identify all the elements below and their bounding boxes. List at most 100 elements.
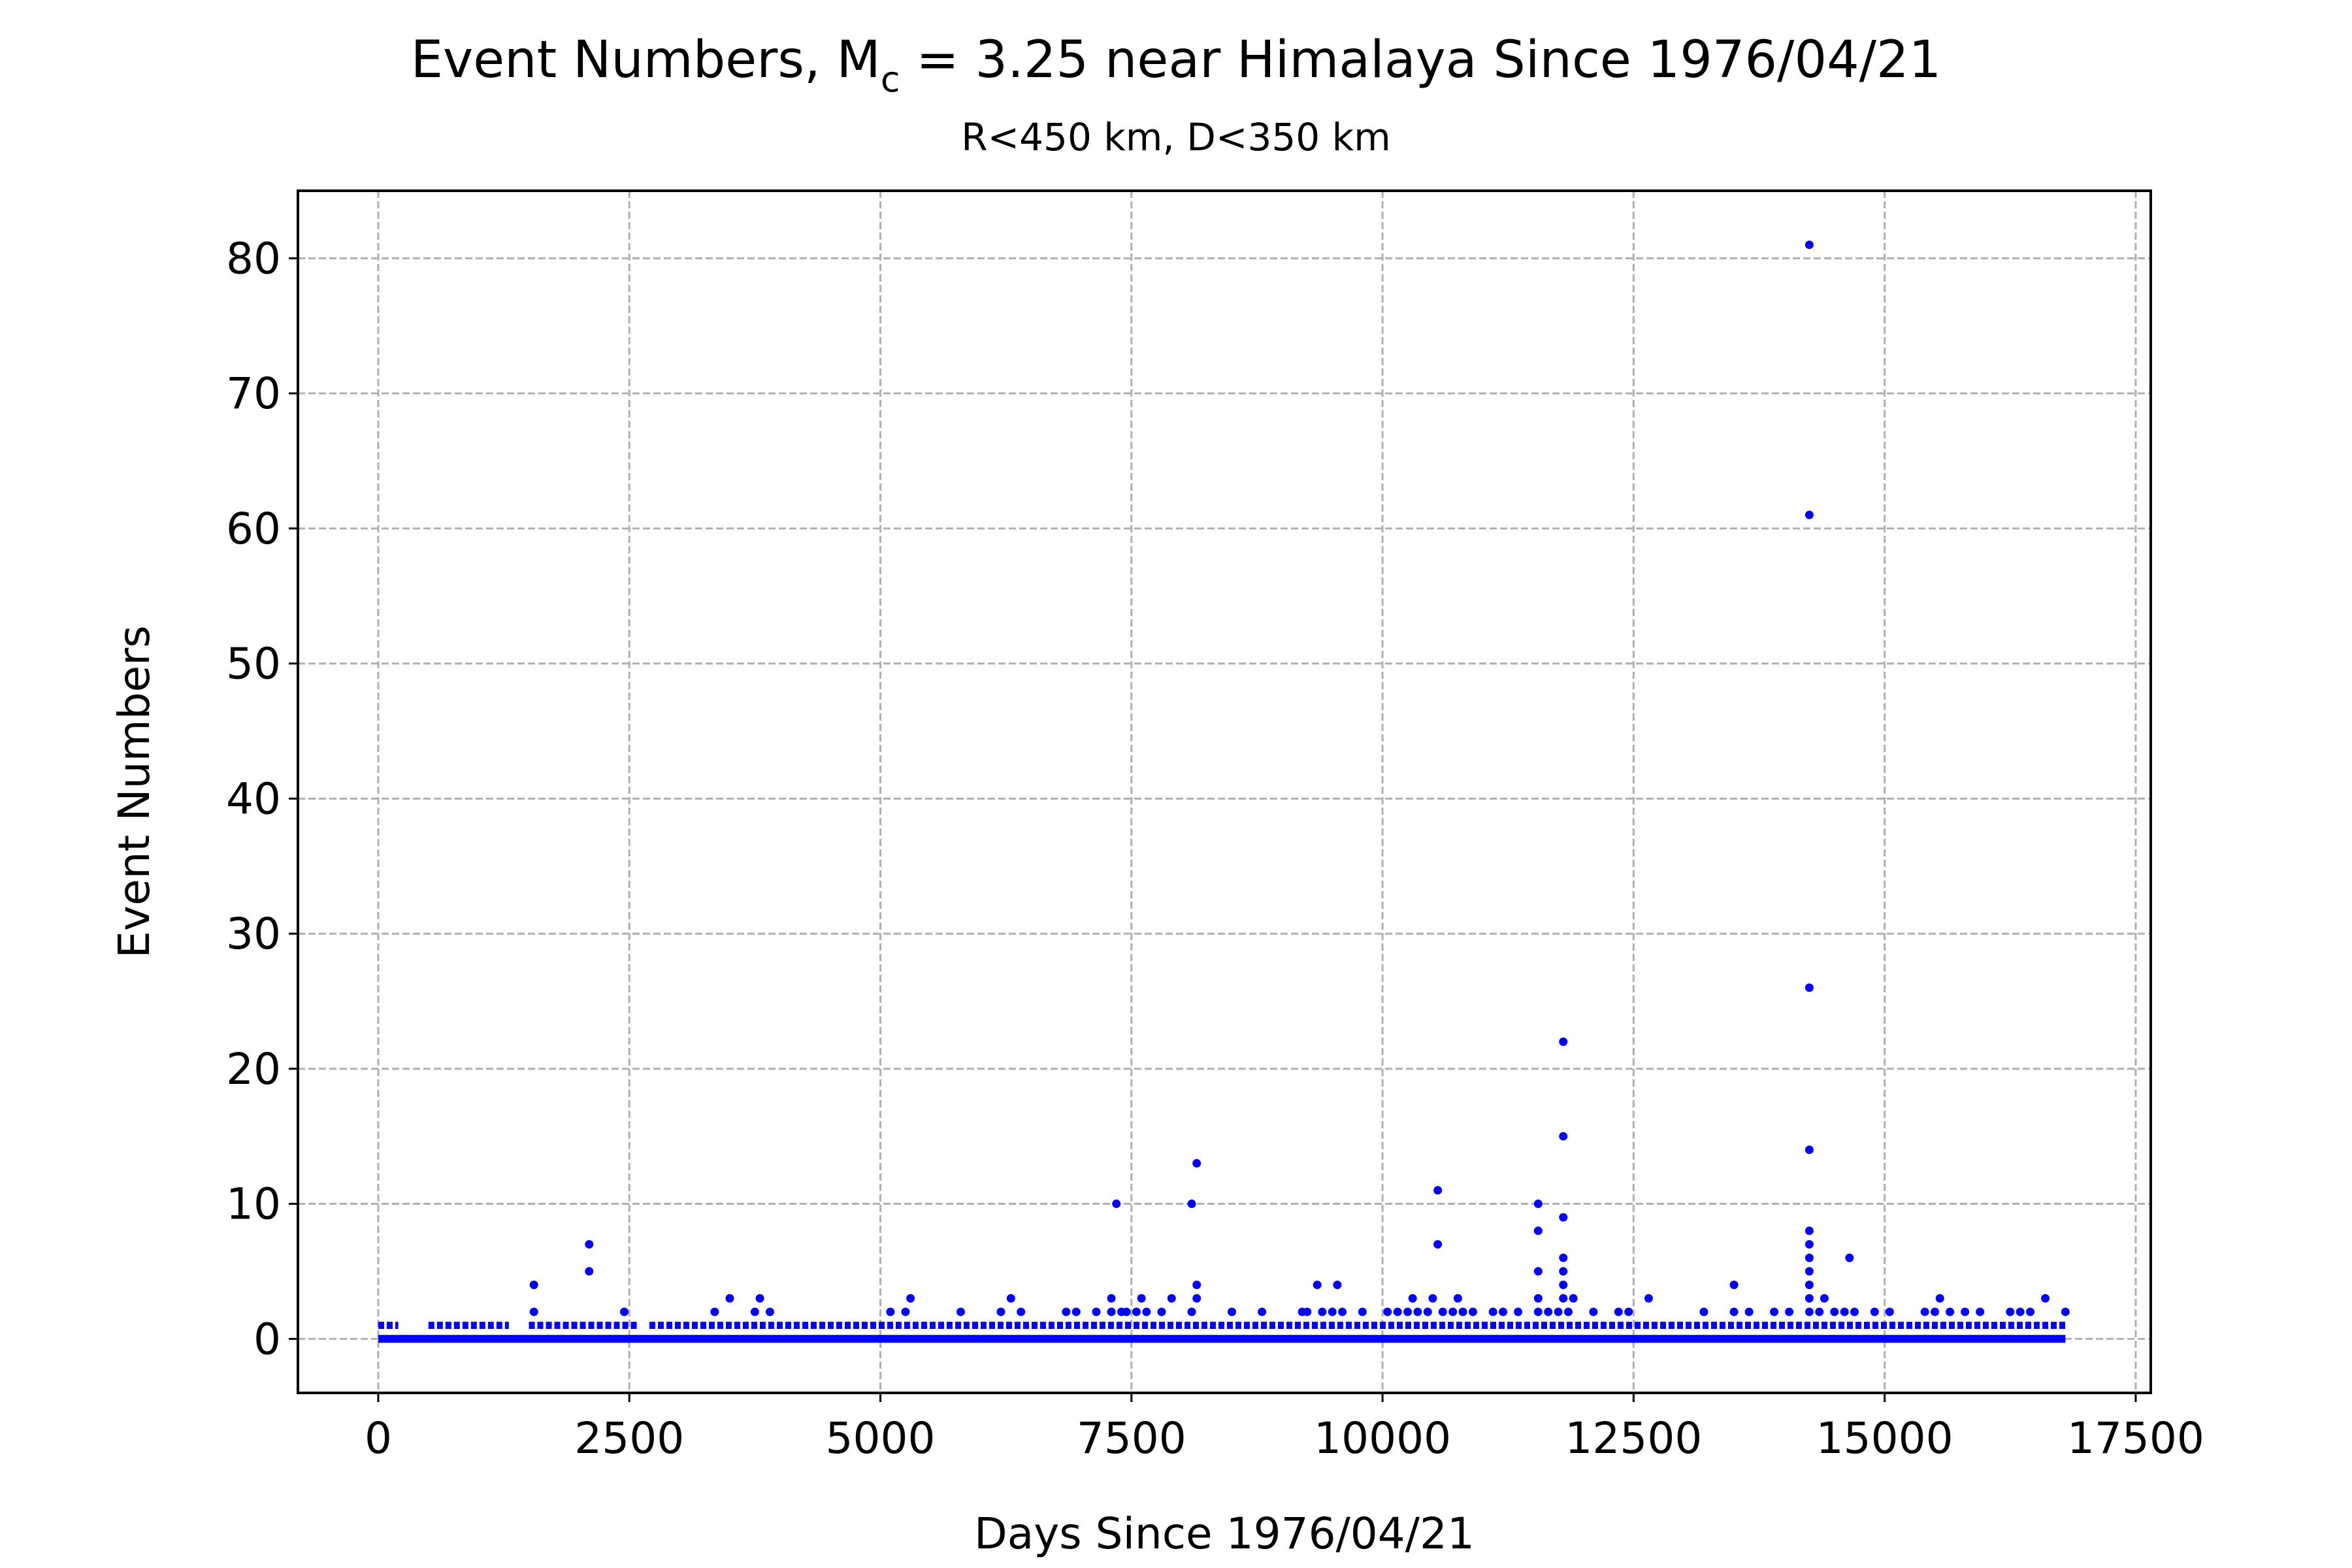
data-point-95 <box>1805 1145 1814 1154</box>
data-point-81 <box>1644 1294 1653 1303</box>
x-tick-label-1: 2500 <box>574 1413 684 1463</box>
data-point-27 <box>1142 1307 1151 1316</box>
data-point-5 <box>710 1307 719 1316</box>
x-tick-label-7: 17500 <box>2067 1413 2204 1463</box>
data-point-71 <box>1559 1267 1568 1276</box>
data-point-21 <box>1107 1294 1116 1303</box>
data-point-66 <box>1533 1200 1543 1209</box>
data-point-51 <box>1428 1294 1437 1303</box>
grid-lines <box>298 191 2151 1393</box>
data-point-0 <box>529 1307 538 1316</box>
data-point-88 <box>1805 1307 1814 1316</box>
data-point-34 <box>1192 1159 1201 1168</box>
y-tick-label-1: 10 <box>226 1179 281 1230</box>
data-point-48 <box>1408 1294 1417 1303</box>
x-tick-label-0: 0 <box>365 1413 392 1463</box>
x-tick-label-5: 12500 <box>1565 1413 1702 1463</box>
y-axis-ticks: 0 10 20 30 40 50 60 70 80 <box>226 233 298 1364</box>
data-point-40 <box>1318 1307 1327 1316</box>
data-point-75 <box>1559 1037 1568 1046</box>
x-axis-label: Days Since 1976/04/21 <box>974 1509 1475 1559</box>
data-point-105 <box>1870 1307 1879 1316</box>
data-point-74 <box>1559 1132 1568 1141</box>
data-point-78 <box>1589 1307 1598 1316</box>
data-point-26 <box>1137 1294 1146 1303</box>
chart-title: Event Numbers, Mc = 3.25 near Himalaya S… <box>411 31 1941 100</box>
data-point-114 <box>2016 1307 2025 1316</box>
data-point-54 <box>1438 1307 1447 1316</box>
y-tick-label-3: 30 <box>226 909 281 959</box>
y-tick-label-8: 80 <box>226 233 281 284</box>
x-axis-ticks: 0 2500 5000 7500 10000 12500 15000 17500 <box>365 1393 2204 1463</box>
data-point-93 <box>1805 1240 1814 1249</box>
data-point-85 <box>1744 1307 1754 1316</box>
data-point-19 <box>1092 1307 1101 1316</box>
plot-frame <box>297 189 2152 1394</box>
data-point-15 <box>1006 1294 1015 1303</box>
data-point-73 <box>1559 1213 1568 1222</box>
data-point-49 <box>1413 1307 1422 1316</box>
data-point-36 <box>1258 1307 1267 1316</box>
data-point-72 <box>1559 1253 1568 1262</box>
y-tick-label-7: 70 <box>226 368 281 419</box>
data-point-16 <box>1017 1307 1026 1316</box>
data-point-109 <box>1935 1294 1944 1303</box>
data-point-91 <box>1805 1267 1814 1276</box>
data-point-106 <box>1885 1307 1894 1316</box>
data-point-28 <box>1157 1307 1166 1316</box>
data-point-41 <box>1328 1307 1337 1316</box>
data-point-96 <box>1805 983 1814 992</box>
x-tick-label-2: 5000 <box>826 1413 936 1463</box>
data-point-18 <box>1071 1307 1081 1316</box>
data-point-8 <box>755 1294 764 1303</box>
data-point-6 <box>725 1294 734 1303</box>
data-point-113 <box>2006 1307 2015 1316</box>
data-point-58 <box>1468 1307 1477 1316</box>
data-point-102 <box>1840 1307 1849 1316</box>
data-point-112 <box>1976 1307 1985 1316</box>
data-point-1 <box>529 1281 538 1290</box>
y-tick-label-6: 60 <box>226 504 281 554</box>
data-point-97 <box>1805 510 1814 519</box>
data-point-52 <box>1433 1240 1443 1249</box>
data-point-111 <box>1961 1307 1970 1316</box>
data-point-87 <box>1785 1307 1794 1316</box>
data-point-90 <box>1805 1281 1814 1290</box>
data-point-3 <box>585 1240 594 1249</box>
y-tick-label-0: 0 <box>253 1314 281 1364</box>
data-point-44 <box>1358 1307 1367 1316</box>
data-points <box>529 240 2070 1316</box>
data-point-50 <box>1423 1307 1432 1316</box>
data-point-117 <box>2061 1307 2070 1316</box>
data-point-29 <box>1167 1294 1176 1303</box>
data-point-84 <box>1729 1281 1739 1290</box>
data-point-31 <box>1187 1307 1196 1316</box>
y-axis-label: Event Numbers <box>109 625 159 958</box>
data-point-38 <box>1303 1307 1312 1316</box>
data-point-116 <box>2041 1294 2050 1303</box>
data-point-2 <box>585 1267 594 1276</box>
data-point-30 <box>1187 1200 1196 1209</box>
data-point-20 <box>1107 1307 1116 1316</box>
x-tick-label-6: 15000 <box>1816 1413 1953 1463</box>
data-point-107 <box>1920 1307 1929 1316</box>
data-point-62 <box>1533 1307 1543 1316</box>
data-point-14 <box>996 1307 1005 1316</box>
data-point-76 <box>1563 1307 1573 1316</box>
data-point-4 <box>620 1307 629 1316</box>
data-point-94 <box>1805 1226 1814 1235</box>
data-point-9 <box>765 1307 774 1316</box>
data-point-69 <box>1559 1294 1568 1303</box>
data-point-42 <box>1333 1281 1342 1290</box>
data-point-46 <box>1393 1307 1402 1316</box>
data-point-22 <box>1112 1200 1121 1209</box>
data-point-57 <box>1458 1307 1467 1316</box>
data-point-67 <box>1544 1307 1553 1316</box>
data-point-89 <box>1805 1294 1814 1303</box>
x-tick-label-4: 10000 <box>1314 1413 1451 1463</box>
data-point-17 <box>1062 1307 1071 1316</box>
data-point-25 <box>1132 1307 1141 1316</box>
data-point-86 <box>1770 1307 1779 1316</box>
y-tick-label-4: 40 <box>226 774 281 824</box>
